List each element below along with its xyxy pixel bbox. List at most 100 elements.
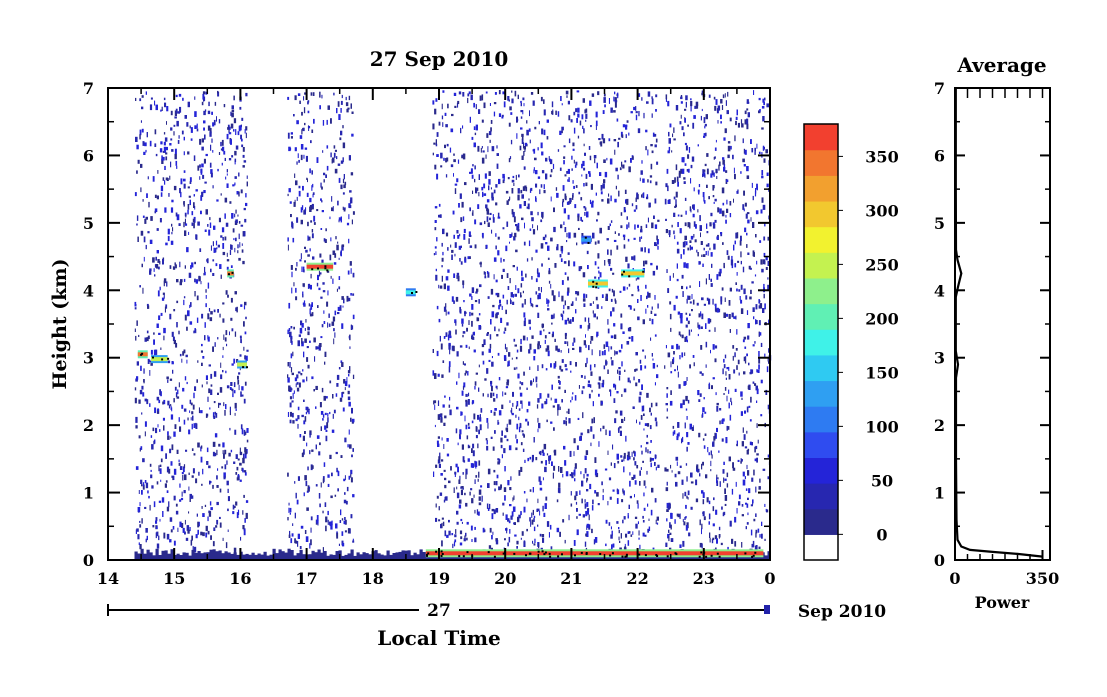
noise-speck	[620, 212, 623, 216]
noise-speck	[559, 130, 562, 135]
noise-speck	[489, 103, 491, 106]
noise-speck	[158, 500, 162, 503]
noise-speck	[510, 515, 513, 520]
noise-speck	[169, 378, 173, 381]
noise-speck	[645, 224, 648, 228]
noise-speck	[220, 374, 223, 380]
noise-speck	[700, 232, 701, 238]
noise-speck	[495, 312, 499, 316]
noise-speck	[320, 228, 323, 230]
noise-speck	[571, 301, 574, 306]
noise-speck	[490, 187, 492, 190]
noise-speck	[759, 300, 761, 303]
noise-speck	[746, 166, 749, 172]
noise-speck	[666, 509, 669, 512]
noise-speck	[316, 282, 319, 287]
noise-speck	[208, 308, 211, 312]
surface-cell	[410, 555, 414, 560]
noise-speck	[750, 289, 752, 294]
noise-speck	[493, 398, 496, 402]
noise-speck	[603, 344, 606, 349]
noise-speck	[766, 172, 769, 176]
noise-speck	[493, 189, 496, 194]
noise-speck	[176, 279, 179, 283]
noise-speck	[624, 209, 626, 213]
noise-speck	[320, 482, 322, 488]
noise-speck	[687, 320, 690, 325]
noise-speck	[214, 101, 217, 106]
noise-speck	[336, 470, 339, 473]
noise-speck	[584, 499, 586, 503]
noise-speck	[651, 306, 653, 310]
noise-speck	[577, 135, 580, 139]
noise-speck	[479, 414, 481, 419]
surface-cell	[155, 548, 159, 560]
noise-speck	[719, 268, 722, 274]
noise-speck	[333, 92, 335, 96]
noise-speck	[563, 208, 566, 214]
noise-speck	[535, 249, 538, 253]
noise-speck	[482, 360, 485, 365]
noise-speck	[689, 301, 692, 304]
noise-speck	[294, 538, 296, 544]
noise-speck	[762, 145, 765, 151]
noise-speck	[685, 210, 687, 215]
noise-speck	[486, 440, 488, 445]
noise-speck	[764, 97, 766, 101]
noise-speck	[458, 245, 462, 250]
noise-speck	[624, 189, 627, 194]
noise-speck	[743, 434, 746, 440]
noise-speck	[216, 449, 218, 456]
noise-speck	[511, 188, 514, 194]
noise-speck	[540, 243, 544, 249]
noise-speck	[287, 377, 290, 383]
noise-speck	[165, 480, 168, 483]
noise-speck	[331, 158, 333, 164]
noise-speck	[334, 253, 337, 258]
noise-speck	[466, 521, 469, 525]
noise-speck	[340, 130, 343, 136]
noise-speck	[548, 268, 551, 273]
noise-speck	[673, 212, 676, 217]
noise-speck	[501, 274, 503, 279]
noise-speck	[486, 209, 490, 215]
average-y-tick-label: 0	[934, 551, 945, 570]
noise-speck	[342, 305, 344, 308]
noise-speck	[226, 259, 230, 262]
noise-speck	[624, 160, 627, 163]
noise-speck	[471, 320, 473, 327]
noise-speck	[145, 149, 147, 153]
noise-speck	[668, 529, 670, 533]
surface-cell	[194, 552, 198, 560]
noise-speck	[352, 272, 355, 278]
noise-speck	[238, 384, 240, 391]
noise-speck	[481, 186, 484, 191]
noise-speck	[489, 343, 492, 349]
noise-speck	[511, 292, 513, 297]
surface-cell	[197, 551, 201, 560]
noise-speck	[434, 404, 436, 410]
noise-speck	[687, 295, 689, 300]
echo-dot	[599, 553, 602, 555]
noise-speck	[306, 442, 308, 447]
noise-speck	[230, 265, 233, 268]
echo-dot	[624, 555, 627, 558]
noise-speck	[616, 245, 619, 250]
noise-speck	[201, 191, 204, 196]
noise-speck	[684, 163, 687, 166]
noise-speck	[291, 372, 294, 376]
noise-speck	[726, 472, 729, 478]
noise-speck	[613, 96, 615, 102]
noise-speck	[761, 533, 763, 539]
noise-speck	[746, 310, 749, 315]
noise-speck	[159, 286, 161, 291]
noise-speck	[767, 277, 769, 280]
surface-cell	[581, 555, 585, 560]
noise-speck	[490, 380, 493, 385]
noise-speck	[295, 492, 297, 499]
noise-speck	[320, 198, 322, 201]
noise-speck	[311, 129, 314, 133]
noise-speck	[587, 380, 590, 383]
noise-speck	[310, 527, 312, 533]
